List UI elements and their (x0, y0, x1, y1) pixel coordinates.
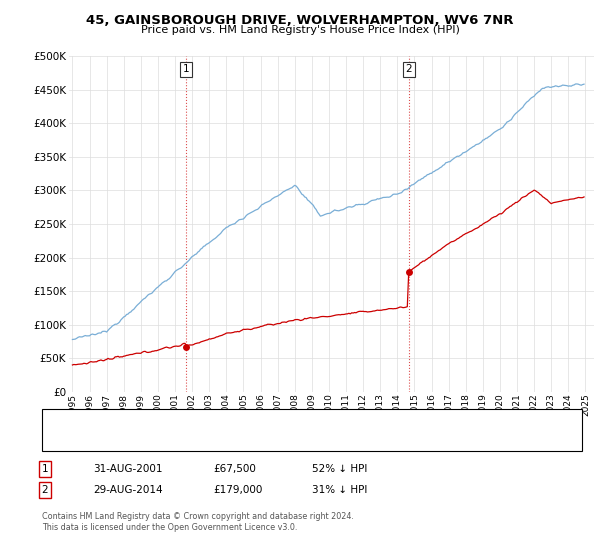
Text: £179,000: £179,000 (213, 485, 262, 495)
Text: 2: 2 (406, 64, 412, 74)
Text: 2: 2 (41, 485, 49, 495)
Text: 29-AUG-2014: 29-AUG-2014 (93, 485, 163, 495)
Point (404, 267, 413, 276)
Text: 45, GAINSBOROUGH DRIVE, WOLVERHAMPTON, WV6 7NR: 45, GAINSBOROUGH DRIVE, WOLVERHAMPTON, W… (86, 14, 514, 27)
Text: 52% ↓ HPI: 52% ↓ HPI (312, 464, 367, 474)
Text: Contains HM Land Registry data © Crown copyright and database right 2024.
This d: Contains HM Land Registry data © Crown c… (42, 512, 354, 532)
Text: HPI: Average price, detached house, South Staffordshire: HPI: Average price, detached house, Sout… (87, 434, 362, 444)
Text: 31% ↓ HPI: 31% ↓ HPI (312, 485, 367, 495)
Text: 31-AUG-2001: 31-AUG-2001 (93, 464, 163, 474)
Point (182, 342, 191, 351)
Text: £67,500: £67,500 (213, 464, 256, 474)
Text: 45, GAINSBOROUGH DRIVE, WOLVERHAMPTON, WV6 7NR (detached house): 45, GAINSBOROUGH DRIVE, WOLVERHAMPTON, W… (87, 416, 458, 426)
Text: 1: 1 (41, 464, 49, 474)
Text: Price paid vs. HM Land Registry's House Price Index (HPI): Price paid vs. HM Land Registry's House … (140, 25, 460, 35)
Text: 1: 1 (183, 64, 190, 74)
